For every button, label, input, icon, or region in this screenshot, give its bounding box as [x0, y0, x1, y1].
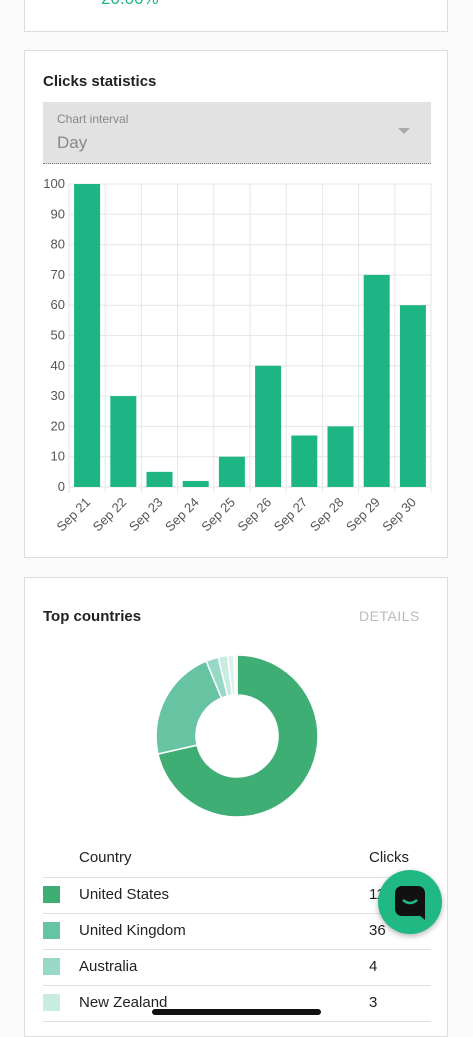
y-tick-label: 60 — [51, 297, 65, 312]
table-cell: United States — [79, 886, 170, 903]
home-indicator — [152, 1009, 321, 1015]
dropdown-label: Chart interval — [57, 112, 129, 126]
y-tick-label: 70 — [51, 267, 65, 282]
bar — [74, 184, 101, 487]
summary-card: 20.00% — [24, 0, 448, 32]
interval-dropdown[interactable]: Chart interval Day — [43, 102, 431, 164]
pie-slice — [157, 654, 319, 818]
y-tick-label: 20 — [51, 418, 65, 433]
dropdown-value: Day — [57, 133, 88, 152]
bar — [218, 456, 245, 487]
bar — [399, 305, 426, 487]
donut-chart — [155, 654, 319, 818]
y-tick-label: 100 — [43, 176, 65, 191]
x-tick-label: Sep 22 — [90, 495, 130, 535]
bar — [110, 396, 137, 487]
table-row: Australia 4 — [43, 949, 431, 986]
table-cell: New Zealand — [79, 994, 168, 1011]
x-tick-label: Sep 29 — [343, 495, 383, 535]
header-cell: Country — [79, 849, 132, 866]
header-cell: Clicks — [369, 849, 409, 866]
table-cell: United Kingdom — [79, 922, 186, 939]
color-swatch — [43, 886, 60, 903]
y-tick-label: 10 — [51, 449, 65, 464]
summary-value: 20.00% — [101, 0, 159, 9]
color-swatch — [43, 994, 60, 1011]
bar — [182, 480, 209, 487]
details-button[interactable]: DETAILS — [359, 608, 420, 624]
x-tick-label: Sep 28 — [307, 495, 347, 535]
table-cell: 36 — [369, 922, 386, 939]
bar — [255, 365, 282, 487]
pie-slice — [155, 660, 223, 755]
color-swatch — [43, 958, 60, 975]
y-tick-label: 90 — [51, 206, 65, 221]
table-cell: Australia — [79, 958, 138, 975]
y-tick-label: 50 — [51, 328, 65, 343]
table-cell: 3 — [369, 994, 378, 1011]
bar — [291, 435, 318, 487]
table-row: New Zealand 3 — [43, 985, 431, 1022]
chat-icon — [395, 886, 425, 920]
table-row: United Kingdom 36 — [43, 913, 431, 950]
x-tick-label: Sep 26 — [234, 495, 274, 535]
x-tick-label: Sep 21 — [53, 495, 93, 535]
dropdown-arrow — [398, 128, 410, 134]
card-title: Clicks statistics — [43, 73, 157, 90]
y-tick-label: 30 — [51, 388, 65, 403]
x-tick-label: Sep 24 — [162, 495, 202, 535]
chat-button[interactable] — [378, 870, 442, 934]
pie-slice — [233, 654, 238, 696]
clicks-card: Clicks statistics Chart interval Day 0 10… — [24, 50, 448, 558]
bar — [146, 471, 173, 487]
card-title: Top countries — [43, 608, 142, 625]
y-tick-label: 0 — [58, 479, 65, 494]
table-cell: 4 — [369, 958, 378, 975]
table-row: United States115 — [43, 877, 431, 914]
y-tick-label: 80 — [51, 237, 65, 252]
x-tick-label: Sep 23 — [126, 495, 166, 535]
color-swatch — [43, 922, 60, 939]
y-tick-label: 40 — [51, 358, 65, 373]
countries-card: Top countries DETAILS Country Clicks Unite… — [24, 577, 448, 1037]
bar — [363, 274, 390, 487]
x-tick-label: Sep 30 — [379, 495, 419, 535]
x-tick-label: Sep 27 — [271, 495, 311, 535]
table-header: Country Clicks — [43, 841, 431, 878]
x-tick-label: Sep 25 — [198, 495, 238, 535]
bar — [327, 426, 354, 487]
